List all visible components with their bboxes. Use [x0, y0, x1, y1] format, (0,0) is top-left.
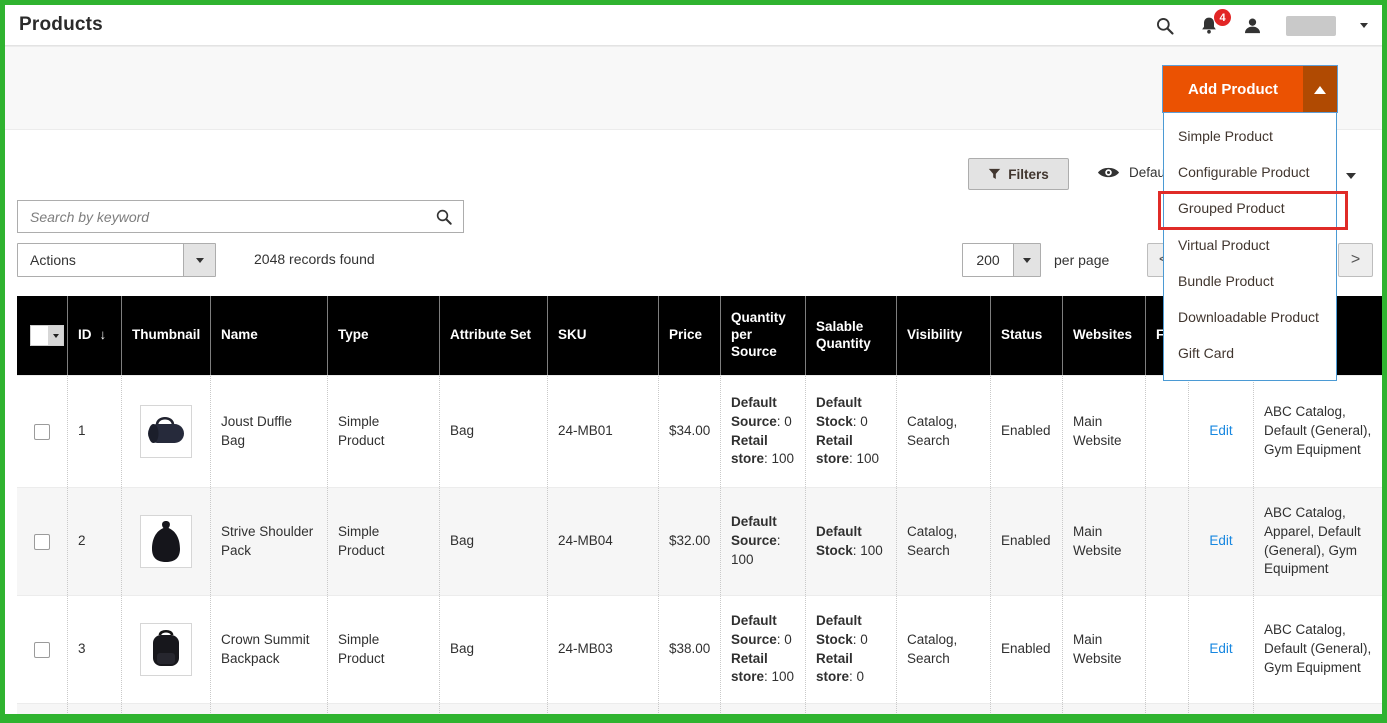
products-table: ID ↓ Thumbnail Name Type Attribute Set SK… [17, 296, 1382, 714]
menu-item-bundle-product[interactable]: Bundle Product [1178, 272, 1274, 289]
per-page-label: per page [1054, 252, 1110, 268]
sort-descending-icon: ↓ [99, 327, 107, 343]
page-title: Products [19, 14, 103, 35]
column-header-price[interactable]: Price [658, 296, 720, 375]
eye-icon [1097, 165, 1120, 180]
column-header-sku[interactable]: SKU [547, 296, 658, 375]
view-bookmarks-control[interactable]: Defau [1097, 165, 1165, 180]
table-header-row: ID ↓ Thumbnail Name Type Attribute Set SK… [17, 296, 1382, 375]
product-thumbnail-duffle-bag [140, 405, 192, 458]
edit-link[interactable]: Edit [1209, 533, 1233, 549]
page-size-caret-icon[interactable] [1013, 244, 1040, 276]
actions-select[interactable]: Actions [17, 243, 216, 277]
caret-up-icon [1314, 80, 1326, 94]
view-label: Defau [1129, 165, 1166, 180]
account-user-icon[interactable] [1243, 16, 1262, 36]
column-header-thumbnail[interactable]: Thumbnail [121, 296, 210, 375]
next-page-button[interactable]: > [1338, 243, 1373, 277]
search-input[interactable] [18, 208, 425, 225]
column-header-quantity-per-source[interactable]: Quantity per Source [720, 296, 805, 375]
menu-item-virtual-product[interactable]: Virtual Product [1178, 236, 1270, 253]
table-row: 2 Strive Shoulder Pack Simple Product Ba… [17, 487, 1382, 595]
columns-caret-icon[interactable] [1346, 173, 1356, 184]
keyword-search-button[interactable] [425, 201, 463, 232]
menu-item-grouped-product[interactable]: Grouped Product [1178, 200, 1285, 217]
row-checkbox[interactable] [34, 423, 50, 440]
select-all-dropdown[interactable] [30, 325, 64, 346]
select-all-header[interactable] [17, 296, 67, 375]
column-header-truncated[interactable]: F [1145, 296, 1188, 375]
add-product-menu: Simple Product Configurable Product Grou… [1163, 112, 1337, 382]
row-checkbox[interactable] [34, 641, 50, 658]
edit-link[interactable]: Edit [1209, 423, 1233, 439]
column-header-type[interactable]: Type [327, 296, 439, 375]
table-row: Default Default ABC Catalog, [17, 703, 1382, 714]
add-product-button[interactable]: Add Product [1163, 66, 1303, 112]
column-header-visibility[interactable]: Visibility [896, 296, 990, 375]
add-product-toggle-button[interactable] [1303, 66, 1337, 112]
column-header-name[interactable]: Name [210, 296, 327, 375]
page-size-select[interactable]: 200 [962, 243, 1041, 277]
product-thumbnail-backpack [140, 623, 192, 676]
header-band [5, 46, 1382, 130]
menu-item-simple-product[interactable]: Simple Product [1178, 128, 1273, 144]
menu-item-gift-card[interactable]: Gift Card [1178, 345, 1235, 362]
records-found-text: 2048 records found [254, 251, 375, 267]
menu-item-downloadable-product[interactable]: Downloadable Product [1178, 308, 1319, 325]
column-header-attribute-set[interactable]: Attribute Set [439, 296, 547, 375]
column-header-websites[interactable]: Websites [1062, 296, 1145, 375]
menu-item-configurable-product[interactable]: Configurable Product [1178, 164, 1310, 181]
funnel-icon [988, 168, 1001, 181]
table-row: 1 Joust Duffle Bag Simple Product Bag 24… [17, 375, 1382, 487]
actions-caret-icon[interactable] [183, 244, 215, 276]
row-checkbox[interactable] [34, 533, 50, 550]
column-header-id[interactable]: ID ↓ [67, 296, 121, 375]
account-name-redacted[interactable] [1286, 15, 1336, 36]
column-header-status[interactable]: Status [990, 296, 1062, 375]
product-thumbnail-shoulder-pack [140, 515, 192, 568]
filters-button[interactable]: Filters [968, 158, 1069, 190]
column-header-salable-quantity[interactable]: Salable Quantity [805, 296, 896, 375]
add-product-split-button[interactable]: Add Product [1163, 66, 1337, 112]
notification-count-badge: 4 [1214, 9, 1231, 26]
account-menu-caret-icon[interactable] [1360, 19, 1368, 32]
search-icon[interactable] [1155, 16, 1175, 36]
edit-link[interactable]: Edit [1209, 641, 1233, 657]
notifications-bell-icon[interactable]: 4 [1199, 9, 1231, 36]
table-row: 3 Crown Summit Backpack Simple Product B… [17, 595, 1382, 703]
top-bar: Products 4 [5, 5, 1382, 46]
keyword-search [17, 200, 464, 233]
